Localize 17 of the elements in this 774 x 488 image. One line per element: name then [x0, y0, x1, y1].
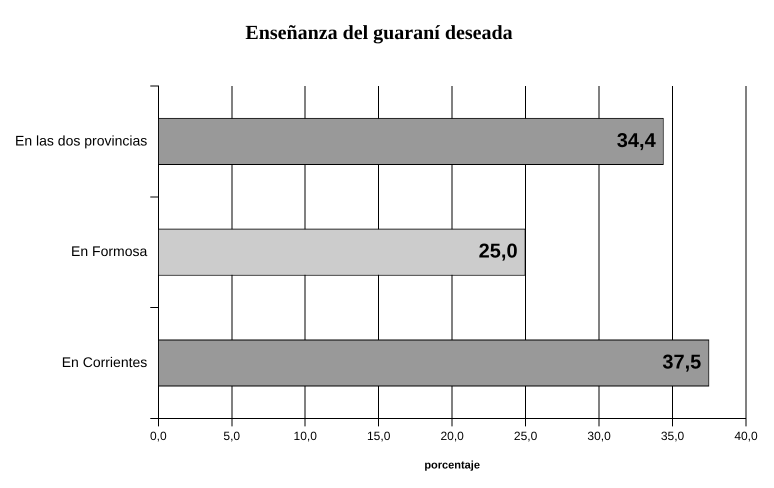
- x-tick-label: 30,0: [587, 428, 612, 443]
- data-label: 25,0: [478, 240, 518, 263]
- y-tick-label: En las dos provincias: [14, 132, 148, 148]
- x-tick-label: 5,0: [223, 428, 240, 443]
- x-tick-label: 10,0: [294, 428, 318, 443]
- data-label: 34,4: [616, 130, 657, 152]
- chart-title: Enseñanza del guaraní deseada: [245, 22, 513, 44]
- data-label: 37,5: [662, 352, 702, 374]
- x-tick-label: 35,0: [660, 428, 685, 443]
- x-axis-title: porcentaje: [424, 459, 480, 472]
- x-tick-label: 20,0: [440, 428, 464, 443]
- x-tick-label: 15,0: [367, 428, 391, 443]
- x-tick-label: 40,0: [734, 428, 758, 443]
- y-tick-label: En Corrientes: [62, 354, 148, 370]
- x-tick-label: 25,0: [514, 428, 538, 443]
- x-tick-label: 0,0: [150, 428, 167, 443]
- y-tick-label: En Formosa: [71, 243, 148, 260]
